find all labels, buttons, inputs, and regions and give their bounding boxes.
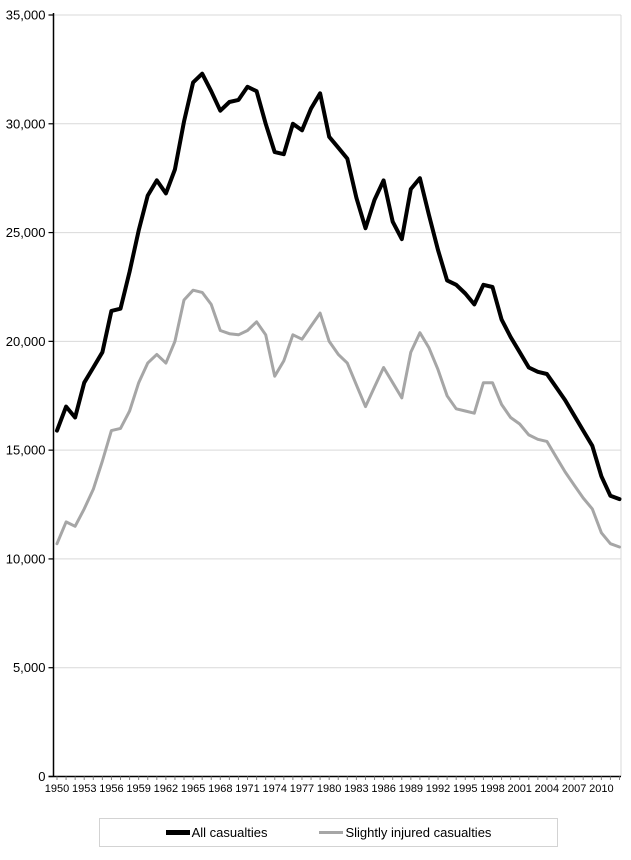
svg-text:1950: 1950 [45, 783, 69, 795]
svg-text:1953: 1953 [72, 783, 96, 795]
svg-text:1995: 1995 [453, 783, 477, 795]
legend-item-all-casualties: All casualties [165, 825, 268, 840]
svg-text:20,000: 20,000 [6, 334, 46, 349]
svg-text:1962: 1962 [154, 783, 178, 795]
legend-item-slightly-injured: Slightly injured casualties [319, 825, 491, 840]
svg-text:1977: 1977 [290, 783, 314, 795]
svg-text:1956: 1956 [99, 783, 123, 795]
svg-text:2010: 2010 [589, 783, 613, 795]
svg-text:5,000: 5,000 [13, 660, 46, 675]
svg-text:1986: 1986 [371, 783, 395, 795]
chart-legend: All casualties Slightly injured casualti… [99, 818, 558, 847]
legend-label-slightly-injured: Slightly injured casualties [345, 825, 492, 840]
svg-text:30,000: 30,000 [6, 116, 46, 131]
svg-text:15,000: 15,000 [6, 443, 46, 458]
svg-text:10,000: 10,000 [6, 551, 46, 566]
svg-text:1968: 1968 [208, 783, 232, 795]
svg-text:1998: 1998 [480, 783, 504, 795]
legend-label-all-casualties: All casualties [191, 825, 268, 840]
svg-text:2007: 2007 [562, 783, 586, 795]
svg-text:1971: 1971 [235, 783, 259, 795]
svg-text:2001: 2001 [507, 783, 531, 795]
svg-text:1983: 1983 [344, 783, 368, 795]
svg-text:1965: 1965 [181, 783, 205, 795]
svg-text:1974: 1974 [262, 783, 286, 795]
svg-text:1980: 1980 [317, 783, 341, 795]
all-casualties-line-swatch [165, 830, 190, 835]
svg-text:1959: 1959 [126, 783, 150, 795]
svg-text:1989: 1989 [399, 783, 423, 795]
slightly-injured-line-swatch [319, 831, 344, 834]
svg-text:35,000: 35,000 [6, 8, 46, 23]
svg-text:25,000: 25,000 [6, 225, 46, 240]
svg-text:2004: 2004 [535, 783, 559, 795]
svg-text:1992: 1992 [426, 783, 450, 795]
casualties-line-chart: 0 5,000 10,000 15,000 20,000 25,000 30,000 35,0… [6, 8, 622, 795]
svg-text:0: 0 [38, 769, 45, 784]
